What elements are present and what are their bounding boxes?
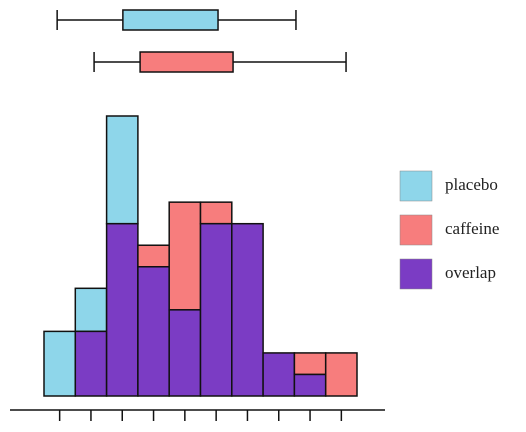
bar-overlap [137, 266, 170, 397]
bar-overlap [168, 309, 202, 397]
box [122, 9, 219, 31]
bar-caffeine [168, 201, 202, 311]
box [139, 51, 234, 73]
legend-swatch [399, 258, 433, 290]
bar-overlap [231, 222, 264, 397]
bar-overlap [262, 352, 296, 397]
bar-caffeine [293, 352, 327, 376]
bar-placebo [74, 287, 108, 333]
legend-swatch [399, 170, 433, 202]
bar-caffeine [324, 352, 358, 397]
bar-placebo [105, 115, 139, 225]
legend-swatch [399, 214, 433, 246]
legend-label: overlap [445, 263, 496, 282]
bar-overlap [199, 222, 233, 397]
bar-placebo [43, 330, 77, 397]
bar-caffeine [137, 244, 170, 268]
bar-caffeine [199, 201, 233, 225]
bar-overlap [74, 330, 108, 397]
legend-label: caffeine [445, 219, 499, 238]
legend-label: placebo [445, 175, 498, 194]
bar-overlap [293, 373, 327, 397]
bar-overlap [105, 222, 139, 397]
